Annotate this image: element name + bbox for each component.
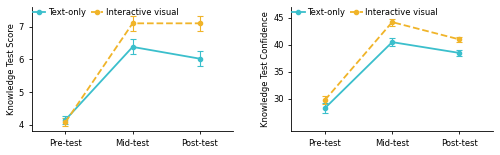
Legend: Text-only, Interactive visual: Text-only, Interactive visual <box>32 8 178 17</box>
Y-axis label: Knowledge Test Confidence: Knowledge Test Confidence <box>262 11 270 127</box>
Y-axis label: Knowledge Test Score: Knowledge Test Score <box>7 23 16 115</box>
Legend: Text-only, Interactive visual: Text-only, Interactive visual <box>292 8 438 17</box>
